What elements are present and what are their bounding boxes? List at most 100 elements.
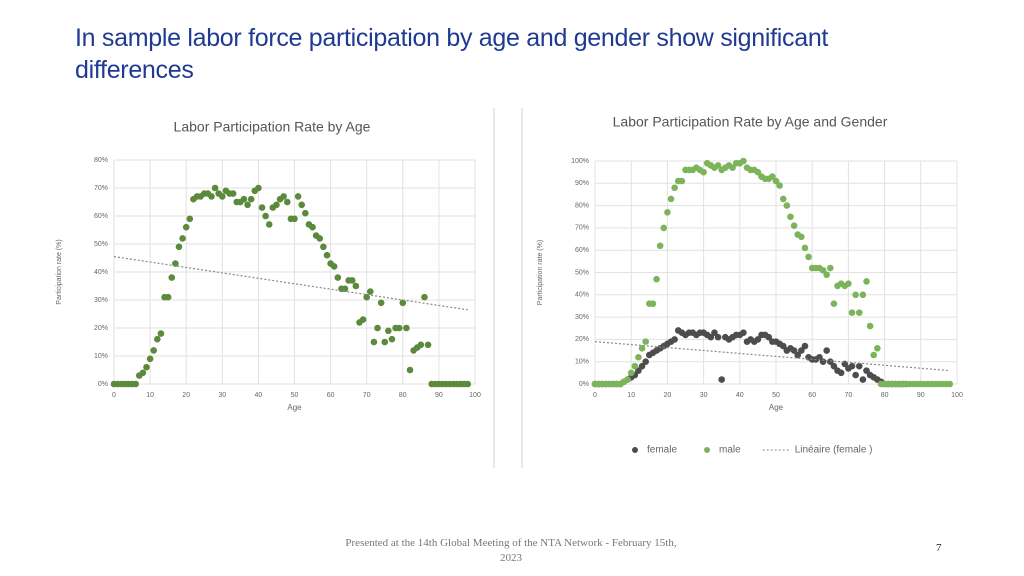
x-tick-label: 90 bbox=[917, 392, 925, 399]
point bbox=[334, 274, 342, 281]
point bbox=[848, 309, 856, 316]
point bbox=[711, 329, 718, 337]
point bbox=[168, 274, 176, 281]
point bbox=[852, 371, 859, 379]
point bbox=[783, 202, 791, 209]
point bbox=[855, 362, 863, 370]
y-axis-label: Participation rate (%) bbox=[56, 239, 63, 304]
point bbox=[642, 338, 649, 345]
point bbox=[229, 190, 237, 197]
point bbox=[211, 184, 219, 192]
point bbox=[819, 266, 827, 274]
point bbox=[359, 316, 367, 323]
x-tick-label: 100 bbox=[951, 392, 963, 399]
point bbox=[772, 177, 780, 185]
y-tick-label: 10% bbox=[94, 353, 108, 360]
y-tick-label: 20% bbox=[94, 325, 108, 332]
trend-line bbox=[594, 341, 950, 372]
point bbox=[424, 341, 432, 349]
chart-title: Labor Participation Rate by Age and Gend… bbox=[613, 114, 888, 130]
legend-label: female bbox=[647, 445, 677, 456]
point bbox=[801, 244, 809, 252]
point bbox=[352, 282, 360, 290]
point bbox=[139, 369, 147, 377]
point bbox=[801, 342, 809, 350]
y-tick-label: 40% bbox=[94, 269, 108, 276]
trend-line bbox=[113, 256, 468, 311]
point bbox=[707, 333, 715, 341]
point bbox=[240, 195, 248, 203]
point bbox=[863, 367, 870, 374]
point bbox=[718, 376, 725, 383]
point bbox=[866, 322, 874, 330]
point bbox=[244, 201, 251, 209]
point bbox=[388, 335, 396, 343]
y-tick-label: 80% bbox=[575, 202, 589, 209]
point bbox=[627, 369, 635, 377]
legend-swatch bbox=[704, 447, 711, 453]
point bbox=[787, 213, 794, 221]
point bbox=[291, 215, 298, 223]
point bbox=[399, 299, 407, 307]
point bbox=[316, 235, 324, 242]
y-tick-label: 0% bbox=[579, 381, 589, 388]
point bbox=[837, 369, 845, 377]
point bbox=[848, 362, 856, 370]
x-tick-label: 20 bbox=[182, 392, 190, 399]
point bbox=[700, 168, 707, 176]
point bbox=[385, 327, 392, 335]
x-tick-label: 80 bbox=[399, 392, 407, 399]
x-tick-label: 50 bbox=[291, 392, 299, 399]
point bbox=[714, 333, 722, 341]
x-tick-label: 70 bbox=[363, 392, 371, 399]
point bbox=[827, 358, 834, 366]
chart-title: Labor Participation Rate by Age bbox=[174, 119, 371, 135]
point bbox=[805, 253, 812, 261]
point bbox=[859, 291, 867, 299]
footer: Presented at the 14th Global Meeting of … bbox=[345, 537, 677, 564]
point bbox=[265, 221, 273, 228]
point bbox=[395, 324, 403, 332]
point bbox=[653, 275, 660, 283]
point bbox=[175, 243, 183, 251]
point bbox=[819, 358, 827, 366]
point bbox=[667, 195, 675, 203]
y-tick-label: 70% bbox=[94, 185, 108, 192]
point bbox=[157, 330, 165, 337]
y-tick-label: 70% bbox=[575, 225, 589, 232]
x-tick-label: 100 bbox=[469, 392, 481, 399]
point bbox=[852, 291, 859, 299]
x-tick-label: 40 bbox=[736, 392, 744, 399]
point bbox=[664, 208, 671, 216]
point bbox=[635, 367, 642, 374]
point bbox=[754, 336, 762, 343]
point bbox=[754, 168, 762, 176]
point bbox=[374, 324, 381, 332]
point bbox=[179, 235, 186, 242]
point bbox=[678, 177, 686, 185]
point bbox=[660, 224, 668, 232]
point bbox=[143, 363, 150, 371]
x-tick-label: 0 bbox=[593, 392, 597, 399]
y-tick-label: 60% bbox=[575, 247, 589, 254]
point bbox=[403, 324, 410, 332]
point bbox=[798, 347, 805, 354]
point bbox=[273, 201, 280, 209]
point bbox=[635, 353, 642, 361]
point bbox=[330, 263, 338, 270]
y-tick-label: 0% bbox=[98, 381, 108, 388]
slide-title: In sample labor force participation by a… bbox=[75, 24, 829, 84]
point bbox=[827, 264, 834, 272]
point bbox=[367, 288, 374, 295]
point bbox=[946, 380, 954, 388]
point bbox=[421, 293, 428, 301]
point bbox=[798, 233, 805, 241]
point bbox=[790, 222, 798, 229]
x-tick-label: 60 bbox=[808, 392, 816, 399]
y-axis-label: Participation rate (%) bbox=[537, 240, 544, 305]
x-tick-label: 0 bbox=[112, 392, 116, 399]
point bbox=[779, 342, 787, 350]
point bbox=[262, 212, 269, 220]
point bbox=[642, 358, 649, 366]
